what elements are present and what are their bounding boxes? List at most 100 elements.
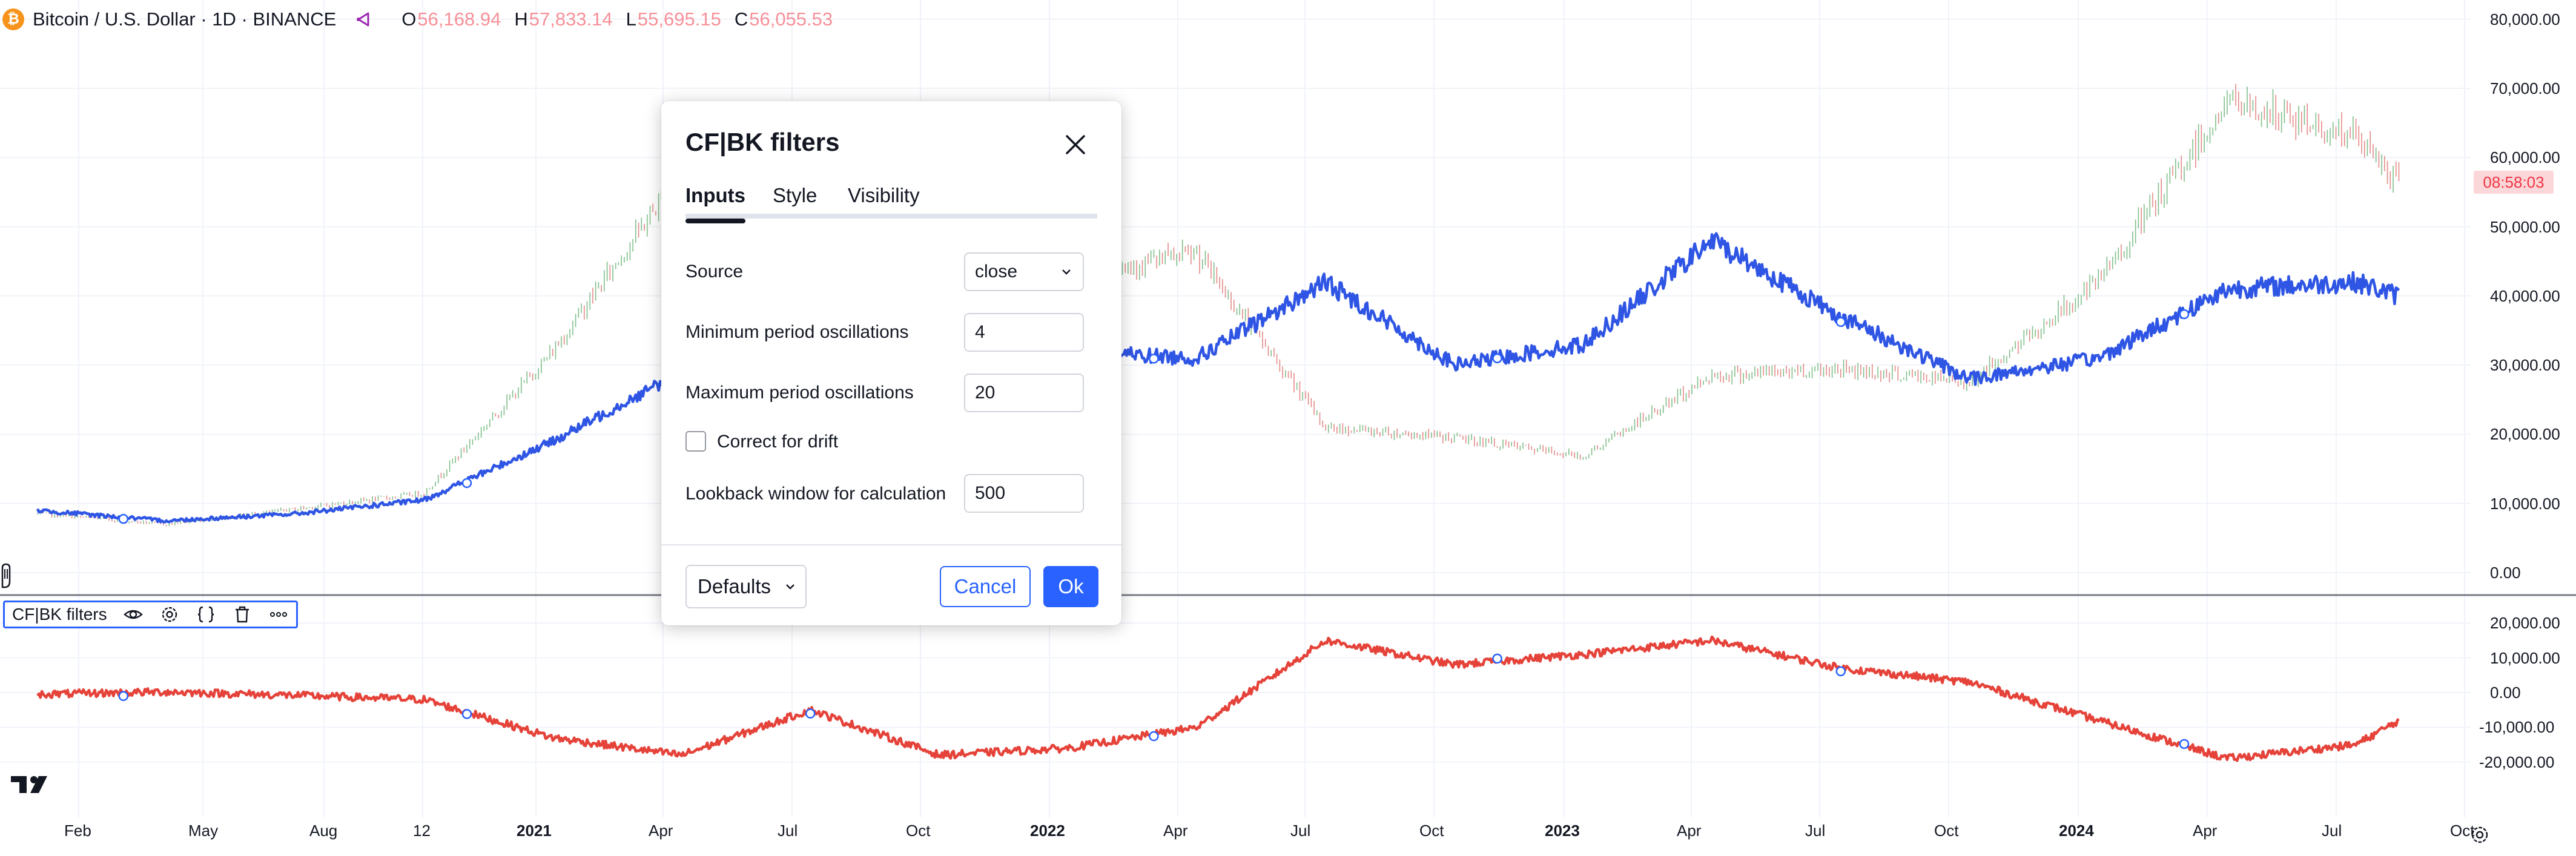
more-icon[interactable] <box>268 604 289 625</box>
price-axis-label: 20,000.00 <box>2490 425 2560 444</box>
time-axis-label: 12 <box>413 821 431 840</box>
min-period-label: Minimum period oscillations <box>685 322 909 342</box>
time-axis-label: Apr <box>649 821 673 840</box>
dialog-tabs: Inputs Style Visibility <box>685 183 1097 223</box>
oscillator-marker <box>1492 653 1502 664</box>
correct-drift-label[interactable]: Correct for drift <box>717 432 839 452</box>
oscillator-marker <box>461 709 472 719</box>
dialog-title: CF|BK filters <box>685 128 840 156</box>
close-key: C <box>734 8 748 30</box>
close-icon[interactable] <box>1060 129 1091 160</box>
trash-icon[interactable] <box>232 604 253 625</box>
chevron-down-icon <box>786 584 794 590</box>
time-axis-label: Jul <box>1290 821 1311 840</box>
time-axis-label: Jul <box>1805 821 1826 840</box>
symbol-legend: ₿ Bitcoin / U.S. Dollar · 1D · BINANCE O… <box>0 5 846 34</box>
min-period-input[interactable]: 4 <box>964 313 1084 352</box>
time-axis-label: Feb <box>64 821 91 840</box>
correct-drift-checkbox[interactable] <box>685 431 706 452</box>
price-axis-label: 60,000.00 <box>2490 148 2560 167</box>
symbol-title[interactable]: Bitcoin / U.S. Dollar · 1D · BINANCE <box>33 8 337 30</box>
open-key: O <box>401 8 417 30</box>
time-axis-label: Apr <box>1677 821 1702 840</box>
source-select-value: close <box>975 262 1018 281</box>
time-axis-label: Jul <box>2322 821 2342 840</box>
pane-resize-handle-icon[interactable] <box>0 563 13 590</box>
filter-marker <box>1492 353 1502 364</box>
price-candles <box>37 84 2400 527</box>
close-value: 56,055.53 <box>749 8 833 30</box>
cancel-button[interactable]: Cancel <box>940 566 1031 607</box>
max-period-input[interactable]: 20 <box>964 374 1084 412</box>
price-axis-label: 80,000.00 <box>2490 10 2560 28</box>
source-code-icon[interactable] <box>196 604 216 625</box>
oscillator-marker <box>1835 666 1846 677</box>
filter-marker <box>1149 354 1159 364</box>
time-axis-label: 2022 <box>1030 821 1065 840</box>
osc-axis-label: 10,000.00 <box>2490 648 2560 667</box>
time-axis-label: Apr <box>1163 821 1188 840</box>
filter-marker <box>461 478 472 489</box>
current-time-tag: 08:58:03 <box>2474 171 2554 194</box>
source-label: Source <box>685 262 744 281</box>
high-key: H <box>514 8 528 30</box>
dialog-footer-divider <box>661 544 1121 545</box>
osc-axis-label: -10,000.00 <box>2479 718 2555 737</box>
time-axis-label: Oct <box>1419 821 1444 840</box>
chart-settings-gear-icon[interactable] <box>2469 825 2490 845</box>
source-select[interactable]: close <box>964 252 1084 291</box>
eye-icon[interactable] <box>123 604 144 625</box>
price-axis-label: 70,000.00 <box>2490 79 2560 97</box>
time-axis-label: May <box>188 821 219 840</box>
lookback-label: Lookback window for calculation <box>685 484 946 504</box>
time-axis-label: 2023 <box>1545 821 1580 840</box>
low-value: 55,695.15 <box>637 8 721 30</box>
indicator-flag-icon[interactable] <box>353 8 375 30</box>
price-axis-label: 40,000.00 <box>2490 286 2560 305</box>
oscillator-markers <box>118 653 2190 749</box>
price-axis-label: 50,000.00 <box>2490 217 2560 236</box>
price-axis-label: 10,000.00 <box>2490 494 2560 513</box>
indicator-settings-dialog: CF|BK filters Inputs Style Visibility So… <box>661 101 1121 625</box>
time-axis-label: Jul <box>778 821 798 840</box>
oscillator-marker <box>1149 731 1159 742</box>
tab-inputs[interactable]: Inputs <box>685 183 745 223</box>
oscillator-marker <box>805 708 816 719</box>
filter-marker <box>1835 317 1846 328</box>
filter-marker <box>118 513 129 524</box>
bitcoin-logo-icon: ₿ <box>2 8 24 30</box>
defaults-label: Defaults <box>698 575 771 598</box>
osc-axis-label: 20,000.00 <box>2490 614 2560 633</box>
tab-style[interactable]: Style <box>773 184 817 206</box>
ok-button[interactable]: Ok <box>1043 566 1098 607</box>
high-value: 57,833.14 <box>529 8 613 30</box>
time-axis-label: Oct <box>906 821 931 840</box>
time-axis-label: Oct <box>2450 821 2475 840</box>
time-axis-label: Oct <box>1934 821 1959 840</box>
osc-axis-label: 0.00 <box>2490 683 2521 702</box>
gear-icon[interactable] <box>159 604 180 625</box>
oscillator-marker <box>118 691 129 701</box>
low-key: L <box>626 8 636 30</box>
indicator-pane-legend[interactable]: CF|BK filters <box>3 601 298 628</box>
filter-series-line <box>36 232 2400 524</box>
oscillator-series-line <box>36 635 2400 762</box>
indicator-name[interactable]: CF|BK filters <box>12 605 107 624</box>
defaults-button[interactable]: Defaults <box>685 565 807 608</box>
tradingview-logo-icon[interactable] <box>11 774 51 795</box>
time-axis-label: Apr <box>2193 821 2218 840</box>
price-axis-label: 0.00 <box>2490 564 2521 582</box>
time-axis-label: 2024 <box>2059 821 2094 840</box>
oscillator-marker <box>2179 739 2190 749</box>
osc-axis-label: -20,000.00 <box>2479 752 2555 771</box>
gridlines <box>0 0 2471 817</box>
time-axis-label: Aug <box>309 821 338 840</box>
time-axis-label: 2021 <box>517 821 552 840</box>
open-value: 56,168.94 <box>417 8 501 30</box>
price-axis-label: 30,000.00 <box>2490 356 2560 375</box>
filter-marker <box>2179 309 2190 320</box>
tab-visibility[interactable]: Visibility <box>848 184 920 206</box>
max-period-label: Maximum period oscillations <box>685 383 914 403</box>
lookback-input[interactable]: 500 <box>964 474 1084 513</box>
